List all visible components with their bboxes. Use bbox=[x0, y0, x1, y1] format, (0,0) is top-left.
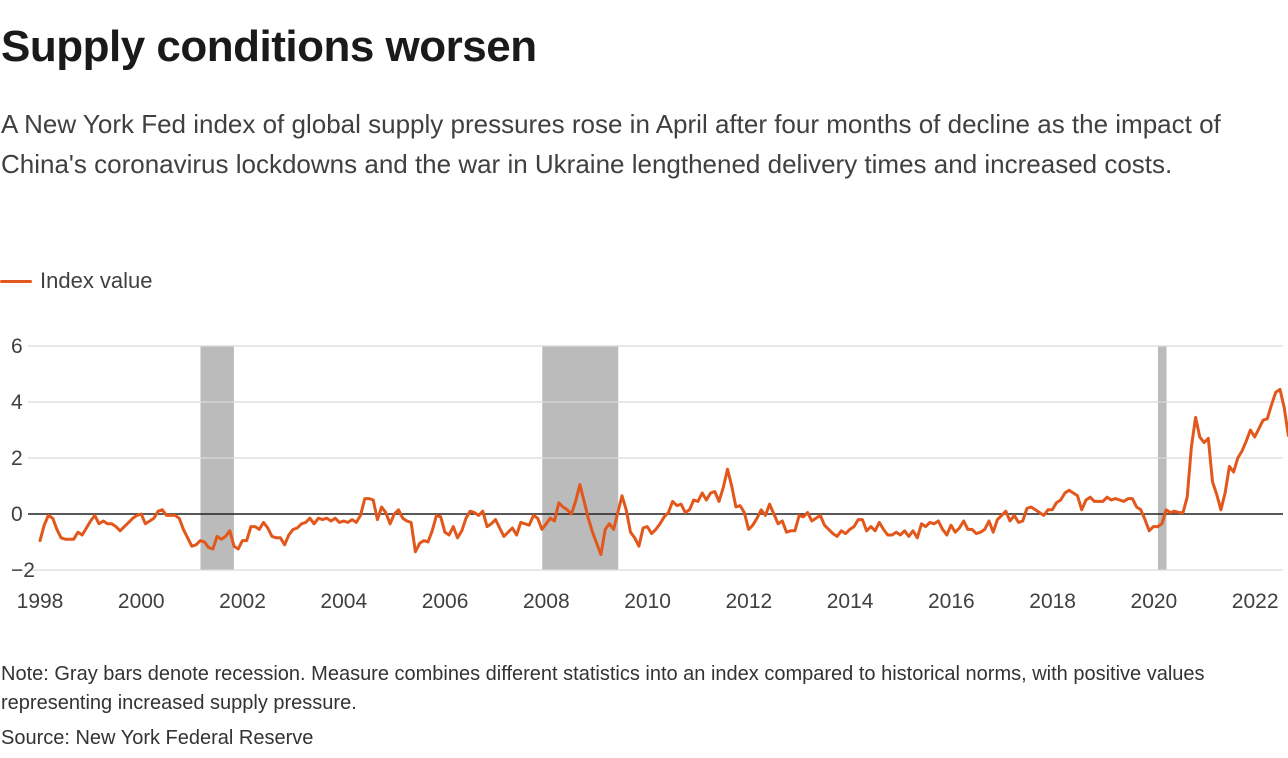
x-tick-label: 2010 bbox=[624, 590, 671, 613]
x-tick-label: 2012 bbox=[725, 590, 772, 613]
chart-subtitle: A New York Fed index of global supply pr… bbox=[1, 109, 1221, 179]
legend: Index value bbox=[0, 266, 153, 296]
legend-label: Index value bbox=[40, 268, 153, 293]
x-tick-label: 2016 bbox=[928, 590, 975, 613]
x-tick-label: 2018 bbox=[1029, 590, 1076, 613]
x-tick-label: 1998 bbox=[17, 590, 64, 613]
chart-title: Supply conditions worsen bbox=[1, 22, 537, 71]
x-tick-label: 2022 bbox=[1232, 590, 1279, 613]
x-tick-label: 2020 bbox=[1131, 590, 1178, 613]
chart-note: Note: Gray bars denote recession. Measur… bbox=[1, 663, 1205, 714]
x-tick-label: 2006 bbox=[422, 590, 469, 613]
x-tick-label: 2000 bbox=[118, 590, 165, 613]
series-line-index-value bbox=[38, 387, 1288, 557]
chart-source: Source: New York Federal Reserve bbox=[1, 727, 314, 749]
y-tick-label: 4 bbox=[11, 391, 23, 414]
legend-line-swatch bbox=[0, 279, 32, 283]
y-tick-label: 2 bbox=[11, 447, 23, 470]
x-tick-label: 2004 bbox=[320, 590, 367, 613]
x-tick-label: 2014 bbox=[827, 590, 874, 613]
line-chart: 6 4 2 0 −2 1998 2000 2002 2004 2006 2008 2010 2012 2… bbox=[11, 335, 1288, 613]
y-tick-label: 6 bbox=[11, 335, 23, 358]
y-tick-label: −2 bbox=[11, 559, 35, 582]
x-tick-label: 2008 bbox=[523, 590, 570, 613]
y-tick-label: 0 bbox=[11, 503, 23, 526]
x-tick-label: 2002 bbox=[219, 590, 266, 613]
